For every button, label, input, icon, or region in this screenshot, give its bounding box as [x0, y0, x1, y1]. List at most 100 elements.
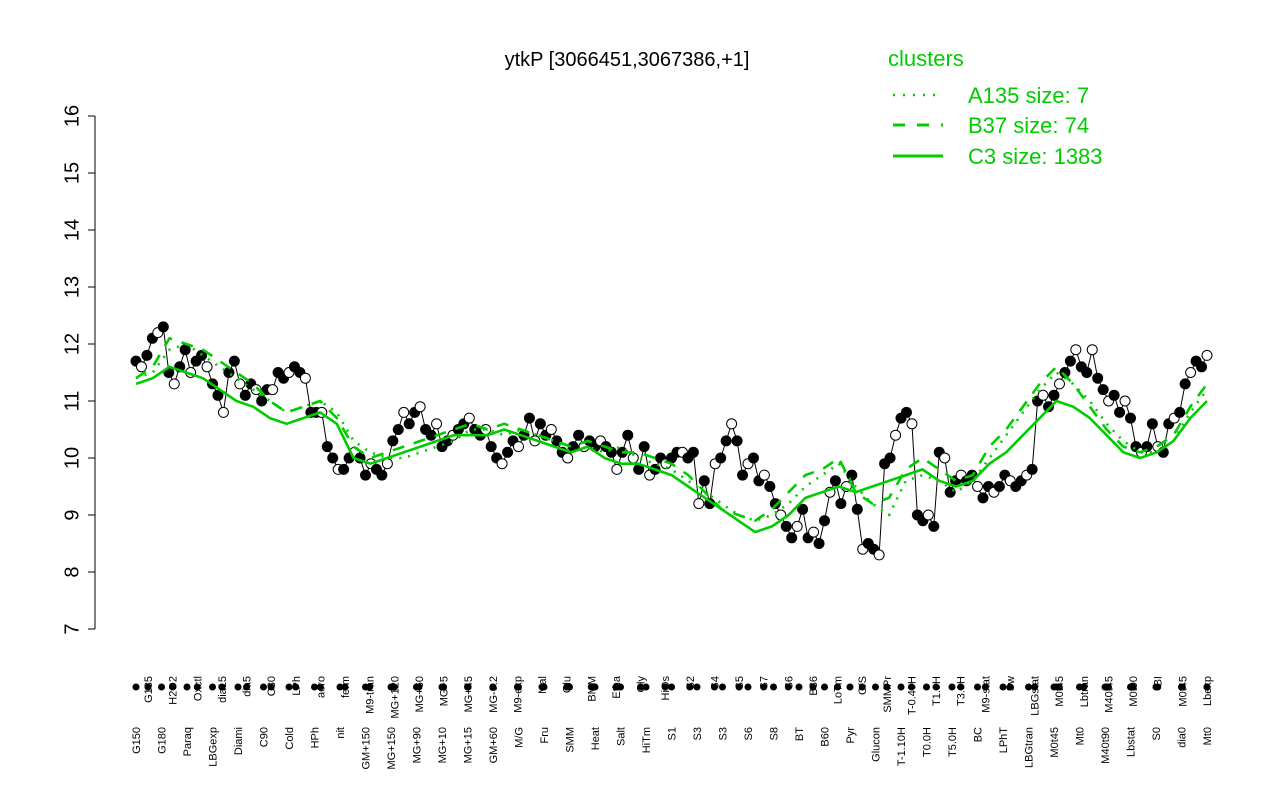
x-marker — [923, 683, 930, 691]
data-point — [360, 469, 371, 481]
y-axis: 7 8 9 10 11 12 13 14 15 16 — [61, 105, 96, 635]
data-point — [321, 441, 333, 453]
data-point — [573, 429, 585, 441]
x-tick-label: LPh — [291, 676, 303, 696]
x-tick-label: GM+60 — [488, 727, 500, 763]
x-marker — [932, 683, 940, 691]
x-tick-label: G150 — [131, 727, 143, 754]
x-marker — [760, 683, 768, 691]
data-point — [1125, 412, 1136, 424]
data-point — [1086, 344, 1098, 356]
data-point — [693, 498, 705, 510]
x-tick-label: T-1.10H — [896, 727, 908, 766]
data-point — [392, 424, 404, 435]
data-point — [687, 446, 699, 458]
data-point — [485, 441, 497, 453]
x-marker — [642, 683, 650, 691]
x-tick-label: M0t45 — [1177, 676, 1189, 707]
data-point — [250, 384, 262, 396]
x-tick-label: LBGstat — [1030, 676, 1042, 716]
data-point — [1185, 367, 1197, 378]
x-marker — [1178, 683, 1185, 691]
points-connector-line — [135, 325, 1208, 557]
x-marker — [566, 683, 573, 691]
data-point — [764, 481, 776, 492]
x-tick-label: Diami — [233, 727, 245, 755]
data-point — [928, 520, 940, 532]
x-tick-label: Lbexp — [1202, 676, 1214, 706]
x-tick-label: MG+5 — [439, 676, 451, 706]
data-point — [1097, 384, 1109, 396]
x-tick-label: S7 — [759, 676, 771, 689]
x-marker — [883, 683, 891, 691]
data-point — [545, 424, 557, 435]
x-marker — [1101, 683, 1109, 691]
data-point — [715, 452, 727, 464]
y-tick-label: 8 — [61, 566, 83, 577]
data-point — [922, 509, 934, 521]
data-point — [638, 441, 650, 453]
x-marker — [770, 683, 777, 691]
x-tick-label: LoTm — [833, 676, 845, 704]
chart-title: ytkP [3066451,3067386,+1] — [505, 49, 750, 71]
x-tick-label: Lbtran — [1079, 676, 1091, 707]
x-tick-label: T5.0H — [947, 727, 959, 757]
x-marker — [974, 683, 981, 691]
x-marker — [234, 683, 242, 691]
data-point — [1070, 344, 1082, 356]
x-tick-label: S3 — [718, 727, 730, 740]
x-tick-label: MG+45 — [463, 676, 475, 712]
x-marker — [158, 683, 165, 691]
x-tick-label: B60 — [820, 727, 832, 747]
x-tick-label: T3.0H — [956, 676, 968, 706]
x-tick-label: M0t45 — [1054, 676, 1066, 707]
legend-title: clusters — [888, 46, 964, 71]
x-tick-label: H2O2 — [168, 676, 180, 705]
data-point — [1026, 463, 1038, 475]
data-point — [217, 406, 229, 418]
data-point — [1081, 367, 1093, 378]
x-marker — [540, 683, 548, 691]
x-tick-label: BC — [973, 727, 985, 742]
x-marker — [489, 683, 497, 691]
x-marker — [897, 683, 905, 691]
x-tick-label: G135 — [143, 676, 155, 703]
x-marker — [193, 683, 201, 691]
x-marker — [693, 683, 701, 691]
x-tick-label: Mt0 — [1075, 727, 1087, 745]
data-point — [835, 498, 847, 510]
x-marker — [311, 683, 318, 691]
data-point — [135, 361, 147, 373]
x-tick-label: HPh — [310, 727, 322, 748]
data-point — [1179, 378, 1191, 390]
x-marker — [132, 683, 140, 691]
x-marker — [999, 683, 1007, 691]
x-tick-label: GM+150 — [361, 727, 373, 770]
x-tick-label: Oxctl — [192, 676, 204, 701]
data-point — [338, 463, 350, 475]
x-tick-label: LBGtran — [1024, 727, 1036, 768]
data-point — [944, 486, 956, 498]
data-point — [1043, 401, 1055, 413]
data-point — [791, 520, 803, 532]
data-point — [720, 435, 732, 447]
x-marker — [1127, 683, 1134, 691]
y-tick-label: 14 — [61, 219, 83, 241]
y-tick-label: 11 — [61, 391, 83, 412]
x-tick-label: Fru — [539, 727, 551, 744]
data-point — [239, 389, 251, 401]
x-marker — [292, 683, 300, 691]
x-marker — [438, 683, 446, 691]
data-point — [758, 469, 770, 481]
x-marker — [872, 683, 879, 691]
data-point — [496, 458, 508, 470]
x-tick-label: M0t90 — [1128, 676, 1140, 707]
data-point — [513, 441, 524, 453]
x-tick-label: M9-stat — [980, 676, 992, 713]
x-marker — [834, 683, 842, 691]
x-marker — [218, 683, 226, 691]
data-point — [1108, 389, 1120, 401]
data-point — [747, 452, 759, 464]
x-tick-label: S6 — [783, 676, 795, 689]
data-point — [884, 452, 896, 464]
